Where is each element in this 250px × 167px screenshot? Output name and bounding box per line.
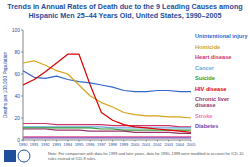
x-tick-label: 2005 bbox=[187, 142, 196, 147]
y-tick-label: 20 bbox=[14, 115, 20, 121]
logo bbox=[4, 150, 16, 162]
series-line bbox=[23, 136, 191, 137]
x-tick-label: 1991 bbox=[30, 142, 39, 147]
chart: Trends in Annual Rates of Death due to t… bbox=[0, 0, 250, 167]
y-tick-label: 80 bbox=[14, 49, 20, 55]
note: Note: For comparison with data for 1999 … bbox=[48, 151, 244, 161]
series-line bbox=[23, 54, 191, 132]
y-tick-label: 100 bbox=[12, 27, 21, 33]
series-line bbox=[23, 137, 191, 138]
x-axis bbox=[23, 140, 191, 141]
y-tick bbox=[21, 96, 23, 97]
legend-entry: HIV disease bbox=[195, 86, 226, 92]
legend-entry: Stroke bbox=[195, 113, 212, 119]
legend-entry: Cancer bbox=[195, 65, 215, 71]
y-tick bbox=[21, 118, 23, 119]
x-tick-label: 1993 bbox=[52, 142, 61, 147]
series-line bbox=[23, 71, 191, 92]
text-line: Stroke bbox=[195, 113, 212, 119]
text-line: Homicide bbox=[195, 44, 220, 50]
legend-entry: Homicide bbox=[195, 44, 220, 50]
legend-entry: Diabetes bbox=[195, 123, 218, 129]
text-line: Hispanic Men 25–44 Years Old, United Sta… bbox=[28, 11, 221, 20]
x-tick-label: 1995 bbox=[75, 142, 84, 147]
x-tick-label: 2004 bbox=[175, 142, 184, 147]
y-tick bbox=[21, 30, 23, 31]
y-tick-label: 40 bbox=[14, 93, 20, 99]
logo bbox=[18, 150, 30, 162]
x-tick-label: 1992 bbox=[41, 142, 50, 147]
x-tick-label: 2001 bbox=[142, 142, 151, 147]
legend-entry: Heart disease bbox=[195, 54, 231, 60]
plot-area bbox=[23, 54, 191, 138]
series-line bbox=[23, 129, 191, 133]
title: Trends in Annual Rates of Death due to t… bbox=[7, 2, 242, 20]
y-tick bbox=[21, 52, 23, 53]
y-axis-label: Deaths per 100,000 Population bbox=[3, 52, 8, 118]
x-tick-label: 1997 bbox=[97, 142, 106, 147]
y-tick bbox=[21, 140, 23, 141]
x-tick-label: 1999 bbox=[119, 142, 128, 147]
text-line: disease bbox=[195, 102, 216, 108]
legend-entry: Unintentional injury bbox=[195, 33, 248, 39]
text-line: Cancer bbox=[195, 65, 215, 71]
text-line: HIV disease bbox=[195, 86, 226, 92]
text-line: Suicide bbox=[195, 75, 215, 81]
x-tick-label: 2002 bbox=[153, 142, 162, 147]
y-tick bbox=[21, 74, 23, 75]
y-tick-label: 60 bbox=[14, 71, 20, 77]
legend-entry: Suicide bbox=[195, 75, 215, 81]
x-tick-label: 1994 bbox=[63, 142, 72, 147]
x-tick-label: 1990 bbox=[19, 142, 28, 147]
text-line: rules instead of ICD-9 rules. bbox=[48, 156, 96, 161]
x-tick-label: 1996 bbox=[86, 142, 95, 147]
x-tick-label: 2000 bbox=[131, 142, 140, 147]
text-line: Diabetes bbox=[195, 123, 218, 129]
text-line: Heart disease bbox=[195, 54, 231, 60]
x-tick-label: 1998 bbox=[108, 142, 117, 147]
legend-entry: Chronic liverdisease bbox=[195, 96, 230, 108]
x-tick-label: 2003 bbox=[164, 142, 173, 147]
text-line: Unintentional injury bbox=[195, 33, 248, 39]
